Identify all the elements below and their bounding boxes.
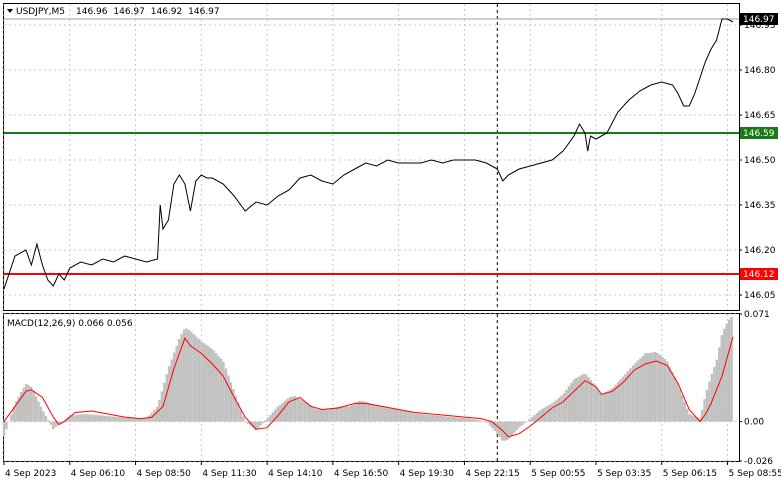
time-axis: 4 Sep 2023 4 Sep 06:10 4 Sep 08:50 4 Sep 11…	[3, 461, 781, 479]
ohlc-close: 146.97	[188, 7, 220, 17]
macd-signal-path	[3, 336, 734, 438]
chart-title: USDJPY,M5	[16, 7, 65, 17]
ohlc-open: 146.96	[76, 7, 108, 17]
price-tick-label: 146.35	[744, 201, 776, 211]
collapse-triangle-icon[interactable]	[7, 9, 13, 13]
macd-signal-line	[3, 336, 734, 438]
price-tick-label: 146.20	[744, 246, 776, 256]
level-tag-bg	[740, 268, 778, 280]
macd-tick-label: -0.026	[744, 457, 773, 467]
ohlc-readout: 146.96 146.97 146.92 146.97	[76, 7, 220, 17]
price-panel-frame	[3, 3, 740, 311]
level-tag-bg	[740, 127, 778, 139]
time-tick-label: 4 Sep 06:10	[71, 469, 126, 479]
current-price-tag-bg	[740, 13, 778, 25]
level-tag: 146.59	[743, 129, 775, 139]
time-tick-label: 5 Sep 06:15	[663, 469, 717, 479]
time-tick-label: 5 Sep 00:55	[531, 469, 585, 479]
level-tag: 146.12	[743, 270, 775, 280]
price-path	[3, 18, 734, 290]
price-tags: 146.97 146.59 146.12	[740, 13, 778, 280]
price-tick-label: 146.05	[744, 291, 776, 301]
price-axis: 146.95 146.80 146.65 146.50 146.35 146.20 146.…	[739, 21, 776, 301]
time-tick-label: 4 Sep 16:50	[334, 469, 389, 479]
macd-tick-label: 0.00	[744, 418, 764, 428]
level-lines	[4, 18, 739, 275]
price-line	[3, 18, 734, 290]
time-tick-label: 4 Sep 22:15	[465, 469, 519, 479]
current-price-tag: 146.97	[743, 15, 775, 25]
ohlc-low: 146.92	[151, 7, 183, 17]
macd-title: MACD(12,26,9) 0.066 0.056	[7, 319, 133, 329]
time-tick-label: 4 Sep 2023	[5, 469, 56, 479]
time-tick-label: 5 Sep 08:55	[729, 469, 781, 479]
macd-axis: 0.071 0.00 -0.026	[739, 310, 773, 467]
time-tick-label: 4 Sep 19:30	[400, 469, 455, 479]
macd-tick-label: 0.071	[744, 310, 770, 320]
price-tick-label: 146.80	[744, 66, 776, 76]
time-tick-label: 4 Sep 11:30	[202, 469, 257, 479]
ohlc-high: 146.97	[113, 7, 145, 17]
time-tick-label: 5 Sep 03:35	[597, 469, 651, 479]
price-tick-label: 146.50	[744, 156, 776, 166]
time-tick-label: 4 Sep 14:10	[268, 469, 323, 479]
time-tick-label: 4 Sep 08:50	[137, 469, 192, 479]
price-tick-label: 146.95	[744, 21, 776, 31]
price-tick-label: 146.65	[744, 111, 776, 121]
